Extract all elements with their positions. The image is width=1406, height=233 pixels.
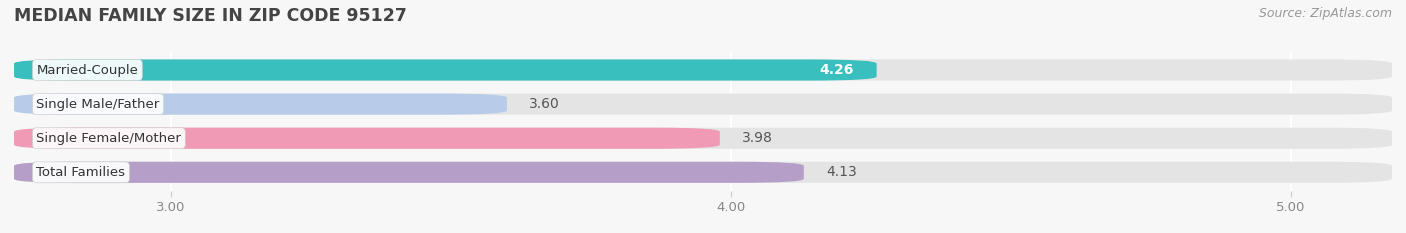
Text: Married-Couple: Married-Couple: [37, 64, 138, 76]
FancyBboxPatch shape: [14, 93, 508, 115]
Text: Single Male/Father: Single Male/Father: [37, 98, 160, 111]
Text: 4.13: 4.13: [827, 165, 858, 179]
Text: Single Female/Mother: Single Female/Mother: [37, 132, 181, 145]
Text: Source: ZipAtlas.com: Source: ZipAtlas.com: [1258, 7, 1392, 20]
FancyBboxPatch shape: [14, 93, 1392, 115]
FancyBboxPatch shape: [14, 162, 804, 183]
Text: 4.26: 4.26: [820, 63, 855, 77]
Text: MEDIAN FAMILY SIZE IN ZIP CODE 95127: MEDIAN FAMILY SIZE IN ZIP CODE 95127: [14, 7, 406, 25]
FancyBboxPatch shape: [14, 59, 1392, 81]
FancyBboxPatch shape: [14, 128, 720, 149]
FancyBboxPatch shape: [14, 128, 1392, 149]
Text: 3.60: 3.60: [530, 97, 560, 111]
Text: 3.98: 3.98: [742, 131, 773, 145]
Text: Total Families: Total Families: [37, 166, 125, 179]
FancyBboxPatch shape: [14, 59, 876, 81]
FancyBboxPatch shape: [14, 162, 1392, 183]
